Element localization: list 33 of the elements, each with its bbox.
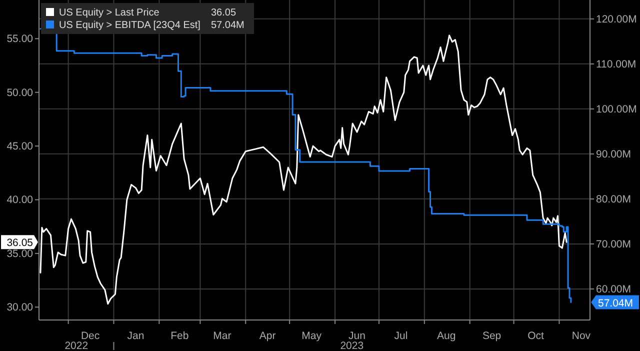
y-tick-label: 50.00	[6, 86, 34, 99]
x-tick-label: Feb	[170, 330, 189, 342]
y2-tick-label: 120.00M	[596, 13, 637, 26]
y-tick-label: 45.00	[6, 140, 34, 153]
x-tick-label: Jun	[348, 330, 366, 342]
y2-tick-label: 90.00M	[596, 148, 632, 160]
x-tick-label: Dec	[80, 330, 100, 342]
x-tick-label: Jul	[394, 330, 408, 342]
x-tick-label: May	[302, 330, 322, 342]
y2-tick-label: 80.00M	[596, 193, 632, 206]
y2-tick-label: 110.00M	[596, 58, 636, 70]
x-tick-label: Aug	[437, 330, 456, 342]
y2-tick-label: 60.00M	[596, 283, 632, 296]
y2-tick-label: 100.00M	[596, 103, 637, 116]
x-tick-label: Sep	[482, 330, 502, 342]
y2-tick-label: 70.00M	[596, 238, 632, 250]
annotation: 57.04M	[211, 20, 244, 31]
y-tick-label: 30.00	[6, 302, 34, 314]
text: 57.04M	[598, 297, 634, 310]
text: 2023	[340, 340, 364, 351]
x-tick-label: Jan	[127, 330, 144, 342]
x-tick-label: Mar	[213, 330, 232, 342]
y-tick-label: 40.00	[6, 194, 34, 206]
y-tick-label: 55.00	[6, 33, 34, 46]
legend-label: US Equity > Last Price	[59, 8, 160, 18]
text: 2022	[64, 340, 88, 351]
x-tick-label: Apr	[259, 330, 276, 342]
annotation: 36.05	[211, 8, 236, 18]
y-tick-label: 35.00	[6, 248, 34, 260]
x-tick-label: Nov	[572, 330, 592, 342]
text: 36.05	[6, 237, 33, 250]
legend-label: US Equity > EBITDA [23Q4 Est]	[59, 20, 201, 31]
x-tick-label: Oct	[528, 330, 544, 342]
